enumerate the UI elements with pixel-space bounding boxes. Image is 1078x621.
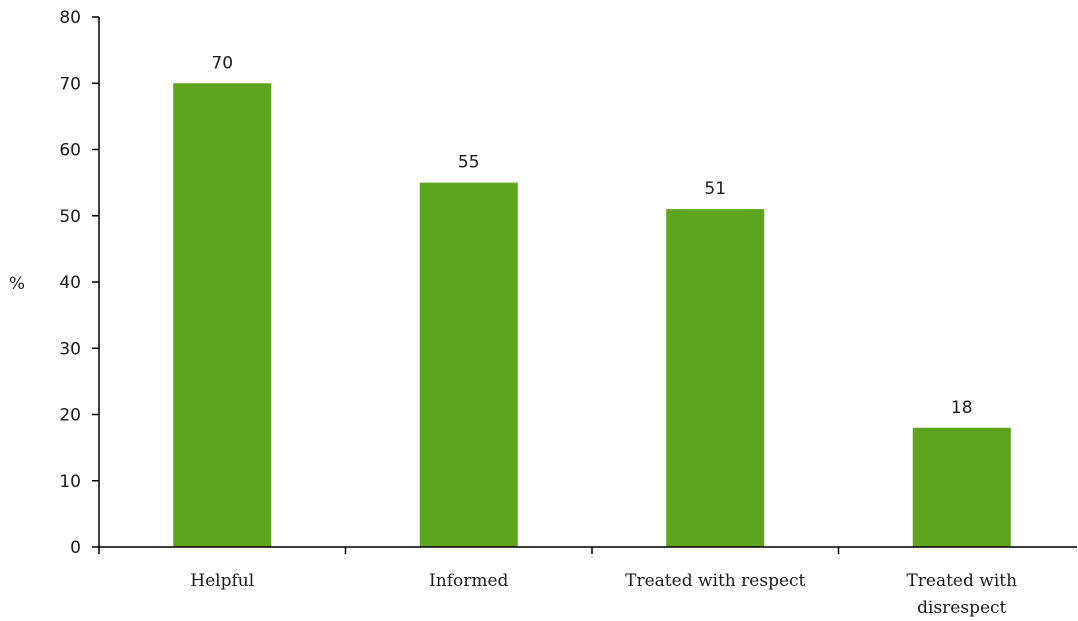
bars bbox=[173, 83, 1011, 547]
y-tick-label: 80 bbox=[59, 8, 81, 28]
y-tick-label: 40 bbox=[59, 273, 81, 293]
category-labels: Helpful Informed Treated with respect Treat… bbox=[190, 571, 1017, 618]
x-category-label: Helpful bbox=[190, 571, 254, 591]
y-axis-ticks: 0 10 20 30 40 50 60 70 80 bbox=[59, 8, 99, 558]
x-category-label: Treated with bbox=[906, 571, 1017, 591]
bar bbox=[173, 83, 272, 547]
data-label: 18 bbox=[951, 398, 973, 418]
y-tick-label: 0 bbox=[70, 538, 81, 558]
bar bbox=[666, 209, 765, 547]
y-tick-label: 70 bbox=[59, 74, 81, 94]
x-category-label: Informed bbox=[429, 571, 508, 591]
data-label: 70 bbox=[211, 53, 233, 73]
data-labels: 70 55 51 18 bbox=[211, 53, 972, 418]
bar bbox=[419, 182, 518, 547]
data-label: 51 bbox=[704, 179, 726, 199]
data-label: 55 bbox=[458, 153, 480, 173]
x-category-label: Treated with respect bbox=[625, 571, 805, 591]
x-axis-ticks bbox=[98, 547, 840, 554]
y-tick-label: 10 bbox=[59, 472, 81, 492]
bar bbox=[912, 427, 1011, 547]
y-tick-label: 30 bbox=[59, 339, 81, 359]
y-tick-label: 60 bbox=[59, 141, 81, 161]
y-axis-title: % bbox=[9, 274, 25, 294]
x-category-label: disrespect bbox=[917, 598, 1006, 618]
y-tick-label: 50 bbox=[59, 207, 81, 227]
y-tick-label: 20 bbox=[59, 406, 81, 426]
